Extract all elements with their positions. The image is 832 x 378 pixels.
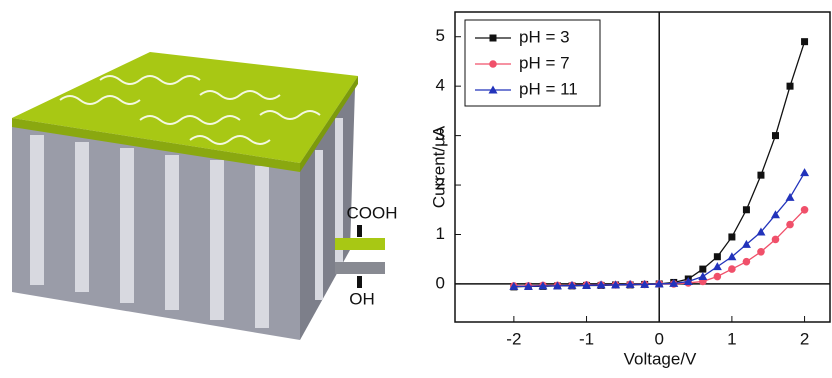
marker — [801, 206, 809, 214]
group-label: COOH — [347, 203, 398, 222]
legend-label: pH = 7 — [519, 53, 570, 72]
y-tick-label: 1 — [436, 224, 445, 243]
marker — [772, 132, 779, 139]
marker — [757, 248, 765, 256]
marker — [743, 206, 750, 213]
figure: COOH OH Voltage/V Current/μA -2-10120123… — [0, 0, 832, 373]
marker — [800, 168, 809, 176]
x-tick-label: -1 — [579, 329, 594, 348]
legend-label: pH = 11 — [519, 79, 578, 98]
y-tick-label: 0 — [436, 273, 445, 292]
membrane-illustration: COOH OH — [12, 52, 398, 340]
marker — [786, 221, 794, 229]
marker — [489, 60, 497, 68]
marker — [699, 266, 706, 273]
marker — [786, 193, 795, 201]
x-tick-label: 1 — [727, 329, 736, 348]
legend-label: pH = 3 — [519, 27, 570, 46]
marker — [772, 236, 780, 244]
marker — [698, 272, 707, 280]
marker — [728, 265, 736, 273]
group-label: OH — [349, 289, 375, 308]
marker — [728, 233, 735, 240]
marker — [714, 253, 721, 260]
y-tick-label: 5 — [436, 26, 445, 45]
y-tick-label: 4 — [436, 76, 445, 95]
marker — [490, 35, 497, 42]
x-axis-title: Voltage/V — [624, 349, 697, 368]
x-tick-label: -2 — [506, 329, 521, 348]
x-tick-label: 2 — [800, 329, 809, 348]
marker — [714, 273, 722, 281]
y-tick-label: 2 — [436, 175, 445, 194]
page: COOH OH Voltage/V Current/μA -2-10120123… — [0, 0, 832, 373]
x-tick-label: 0 — [654, 329, 663, 348]
marker — [743, 258, 751, 266]
marker — [801, 38, 808, 45]
marker — [713, 262, 722, 270]
y-tick-label: 3 — [436, 125, 445, 144]
marker — [757, 172, 764, 179]
marker — [787, 83, 794, 90]
